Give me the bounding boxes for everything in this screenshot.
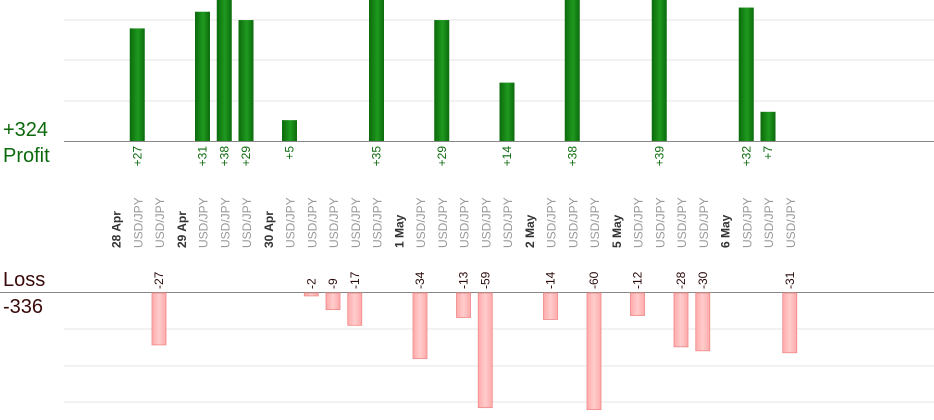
loss-value-label: -31 — [783, 271, 797, 289]
profit-value-label: +14 — [500, 146, 514, 167]
profit-value-label: +38 — [217, 146, 231, 167]
loss-value-label: -30 — [696, 271, 710, 289]
profit-value-label: +31 — [196, 146, 210, 167]
pair-label: USD/JPY — [479, 197, 493, 248]
profit-total: +324 — [3, 119, 49, 141]
loss-bar — [586, 292, 602, 410]
profit-value-label: +27 — [130, 146, 144, 167]
date-label: 1 May — [392, 214, 406, 248]
loss-bar — [695, 292, 711, 352]
loss-value-label: -34 — [413, 271, 427, 289]
profit-value-label: +29 — [435, 146, 449, 167]
profit-value-label: +7 — [761, 146, 775, 160]
date-label: 28 Apr — [110, 211, 124, 248]
pair-label: USD/JPY — [436, 197, 450, 248]
loss-value-label: -14 — [544, 271, 558, 289]
loss-value-label: -2 — [304, 278, 318, 289]
date-label: 2 May — [523, 214, 537, 248]
profit-value-label: +39 — [652, 146, 666, 167]
pair-label: USD/JPY — [588, 197, 602, 248]
profit-bar — [129, 28, 145, 141]
loss-bar — [325, 292, 341, 311]
loss-value-label: -12 — [631, 271, 645, 289]
pair-label: USD/JPY — [653, 197, 667, 248]
loss-bar — [673, 292, 689, 348]
date-label: 6 May — [719, 214, 733, 248]
loss-label: Loss — [3, 269, 46, 291]
loss-bar — [303, 292, 319, 297]
loss-value-label: -27 — [152, 271, 166, 289]
pair-label: USD/JPY — [240, 197, 254, 248]
pair-label: USD/JPY — [458, 197, 472, 248]
profit-bar — [738, 7, 754, 142]
profit-bar — [651, 0, 667, 141]
pair-label: USD/JPY — [740, 197, 754, 248]
loss-value-label: -28 — [674, 271, 688, 289]
profit-value-label: +29 — [239, 146, 253, 167]
pair-label: USD/JPY — [218, 197, 232, 248]
loss-total: -336 — [3, 296, 44, 318]
loss-value-label: -59 — [478, 271, 492, 289]
profit-value-label: +5 — [283, 146, 297, 160]
loss-bar — [630, 292, 645, 316]
pair-label: USD/JPY — [697, 197, 711, 248]
pair-label: USD/JPY — [632, 197, 646, 248]
pair-label: USD/JPY — [762, 197, 776, 248]
loss-bar — [477, 292, 493, 409]
profit-bar — [434, 20, 450, 141]
profit-bar — [499, 82, 515, 141]
date-label: 30 Apr — [262, 211, 276, 248]
pair-label: USD/JPY — [675, 197, 689, 248]
profit-bar — [369, 0, 384, 141]
pair-label: USD/JPY — [153, 197, 167, 248]
profit-value-label: +38 — [565, 146, 579, 167]
pair-label: USD/JPY — [371, 197, 385, 248]
loss-value-label: -9 — [326, 278, 340, 289]
loss-value-label: -60 — [587, 271, 601, 289]
profit-label: Profit — [3, 145, 50, 167]
profit-value-label: +35 — [370, 146, 384, 167]
date-label: 5 May — [610, 214, 624, 248]
pair-label: USD/JPY — [414, 197, 428, 248]
pair-label: USD/JPY — [349, 197, 363, 248]
pair-label: USD/JPY — [197, 197, 211, 248]
profit-bar — [195, 11, 210, 142]
pair-label: USD/JPY — [566, 197, 580, 248]
profit-bar — [216, 0, 232, 141]
loss-value-label: -13 — [457, 271, 471, 289]
loss-bar — [347, 292, 363, 326]
profit-value-label: +32 — [739, 146, 753, 167]
loss-value-label: -17 — [348, 271, 362, 289]
date-label: 29 Apr — [175, 211, 189, 248]
pair-label: USD/JPY — [305, 197, 319, 248]
profit-bar — [238, 20, 254, 141]
pair-label: USD/JPY — [784, 197, 798, 248]
loss-bar — [412, 292, 428, 360]
pair-label: USD/JPY — [327, 197, 341, 248]
profit-bar — [564, 0, 580, 141]
loss-bar — [782, 292, 798, 354]
profit-bar — [282, 120, 297, 141]
loss-bar — [456, 292, 471, 318]
pair-label: USD/JPY — [131, 197, 145, 248]
profit-bar — [760, 111, 776, 141]
pair-label: USD/JPY — [545, 197, 559, 248]
pair-label: USD/JPY — [501, 197, 515, 248]
loss-bar — [151, 292, 167, 346]
pair-label: USD/JPY — [284, 197, 298, 248]
loss-bar — [543, 292, 558, 320]
